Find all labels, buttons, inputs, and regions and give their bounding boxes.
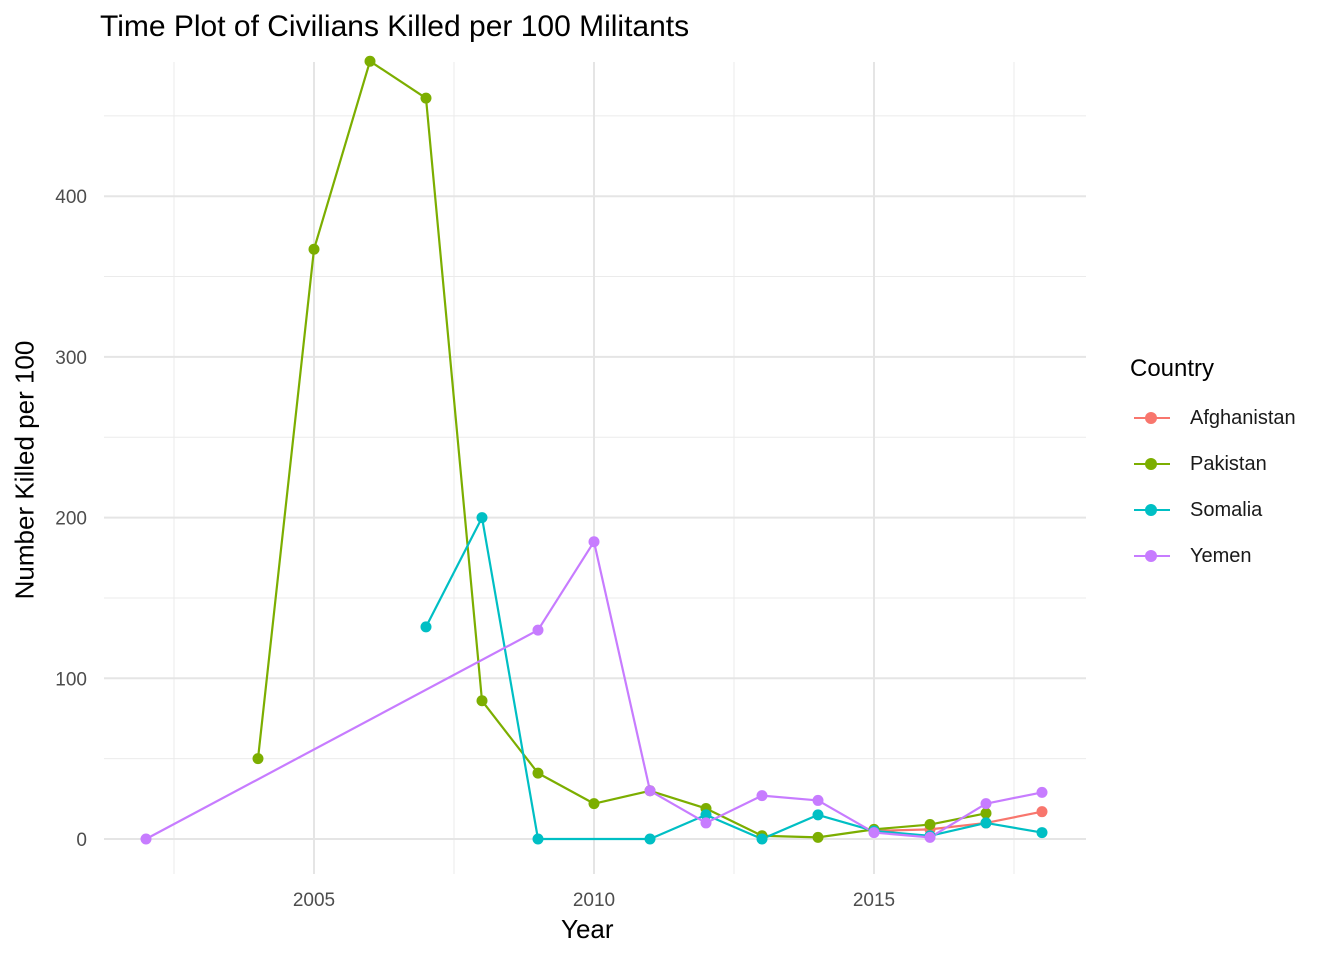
data-point-yemen (1036, 786, 1048, 798)
legend-item-yemen: Yemen (1130, 533, 1296, 579)
data-point-somalia (700, 809, 712, 821)
legend-key-icon (1130, 500, 1170, 520)
legend-item-pakistan: Pakistan (1130, 441, 1296, 487)
data-point-somalia (476, 512, 488, 524)
data-point-afghanistan (1036, 806, 1048, 818)
data-point-yemen (980, 798, 992, 810)
x-tick-label: 2005 (293, 890, 335, 911)
data-point-yemen (868, 827, 880, 839)
data-point-yemen (700, 817, 712, 829)
legend-key-icon (1130, 546, 1170, 566)
data-point-somalia (1036, 827, 1048, 839)
chart-title: Time Plot of Civilians Killed per 100 Mi… (100, 10, 690, 43)
data-point-pakistan (364, 55, 376, 67)
data-point-pakistan (812, 831, 824, 843)
data-point-yemen (812, 794, 824, 806)
x-tick-label: 2015 (853, 890, 895, 911)
data-point-yemen (140, 833, 152, 845)
data-point-pakistan (420, 92, 432, 104)
y-axis-label: Number Killed per 100 (9, 340, 40, 600)
data-point-yemen (924, 831, 936, 843)
legend-label: Pakistan (1190, 452, 1267, 475)
legend-label: Yemen (1190, 544, 1252, 567)
data-point-somalia (812, 809, 824, 821)
data-point-pakistan (532, 767, 544, 779)
data-point-somalia (980, 817, 992, 829)
data-point-somalia (532, 833, 544, 845)
legend-item-somalia: Somalia (1130, 487, 1296, 533)
data-point-somalia (420, 621, 432, 633)
legend-title: Country (1130, 355, 1215, 382)
series-line-afghanistan (873, 810, 1043, 833)
legend-key-icon (1130, 408, 1170, 428)
data-point-somalia (756, 833, 768, 845)
legend: Country Afghanistan Pakistan Somalia Yemen (1130, 355, 1296, 579)
legend-label: Afghanistan (1190, 406, 1296, 429)
data-point-pakistan (308, 243, 320, 255)
y-tick-label: 300 (55, 348, 87, 369)
y-tick-label: 400 (55, 187, 87, 208)
y-tick-label: 200 (55, 509, 87, 530)
data-point-yemen (756, 790, 768, 802)
data-point-pakistan (476, 695, 488, 707)
data-point-pakistan (588, 798, 600, 810)
y-tick-label: 0 (76, 830, 87, 851)
data-point-somalia (644, 833, 656, 845)
data-point-yemen (588, 536, 600, 548)
legend-key-icon (1130, 454, 1170, 474)
data-point-pakistan (980, 807, 992, 819)
x-axis-label: Year (561, 914, 614, 944)
y-tick-label: 100 (55, 669, 87, 690)
data-point-pakistan (252, 753, 264, 765)
data-point-yemen (532, 624, 544, 636)
data-point-yemen (644, 785, 656, 797)
series-line-pakistan (256, 60, 987, 839)
data-point-pakistan (924, 819, 936, 831)
legend-label: Somalia (1190, 498, 1263, 521)
legend-item-afghanistan: Afghanistan (1130, 395, 1296, 441)
x-tick-label: 2010 (573, 890, 615, 911)
